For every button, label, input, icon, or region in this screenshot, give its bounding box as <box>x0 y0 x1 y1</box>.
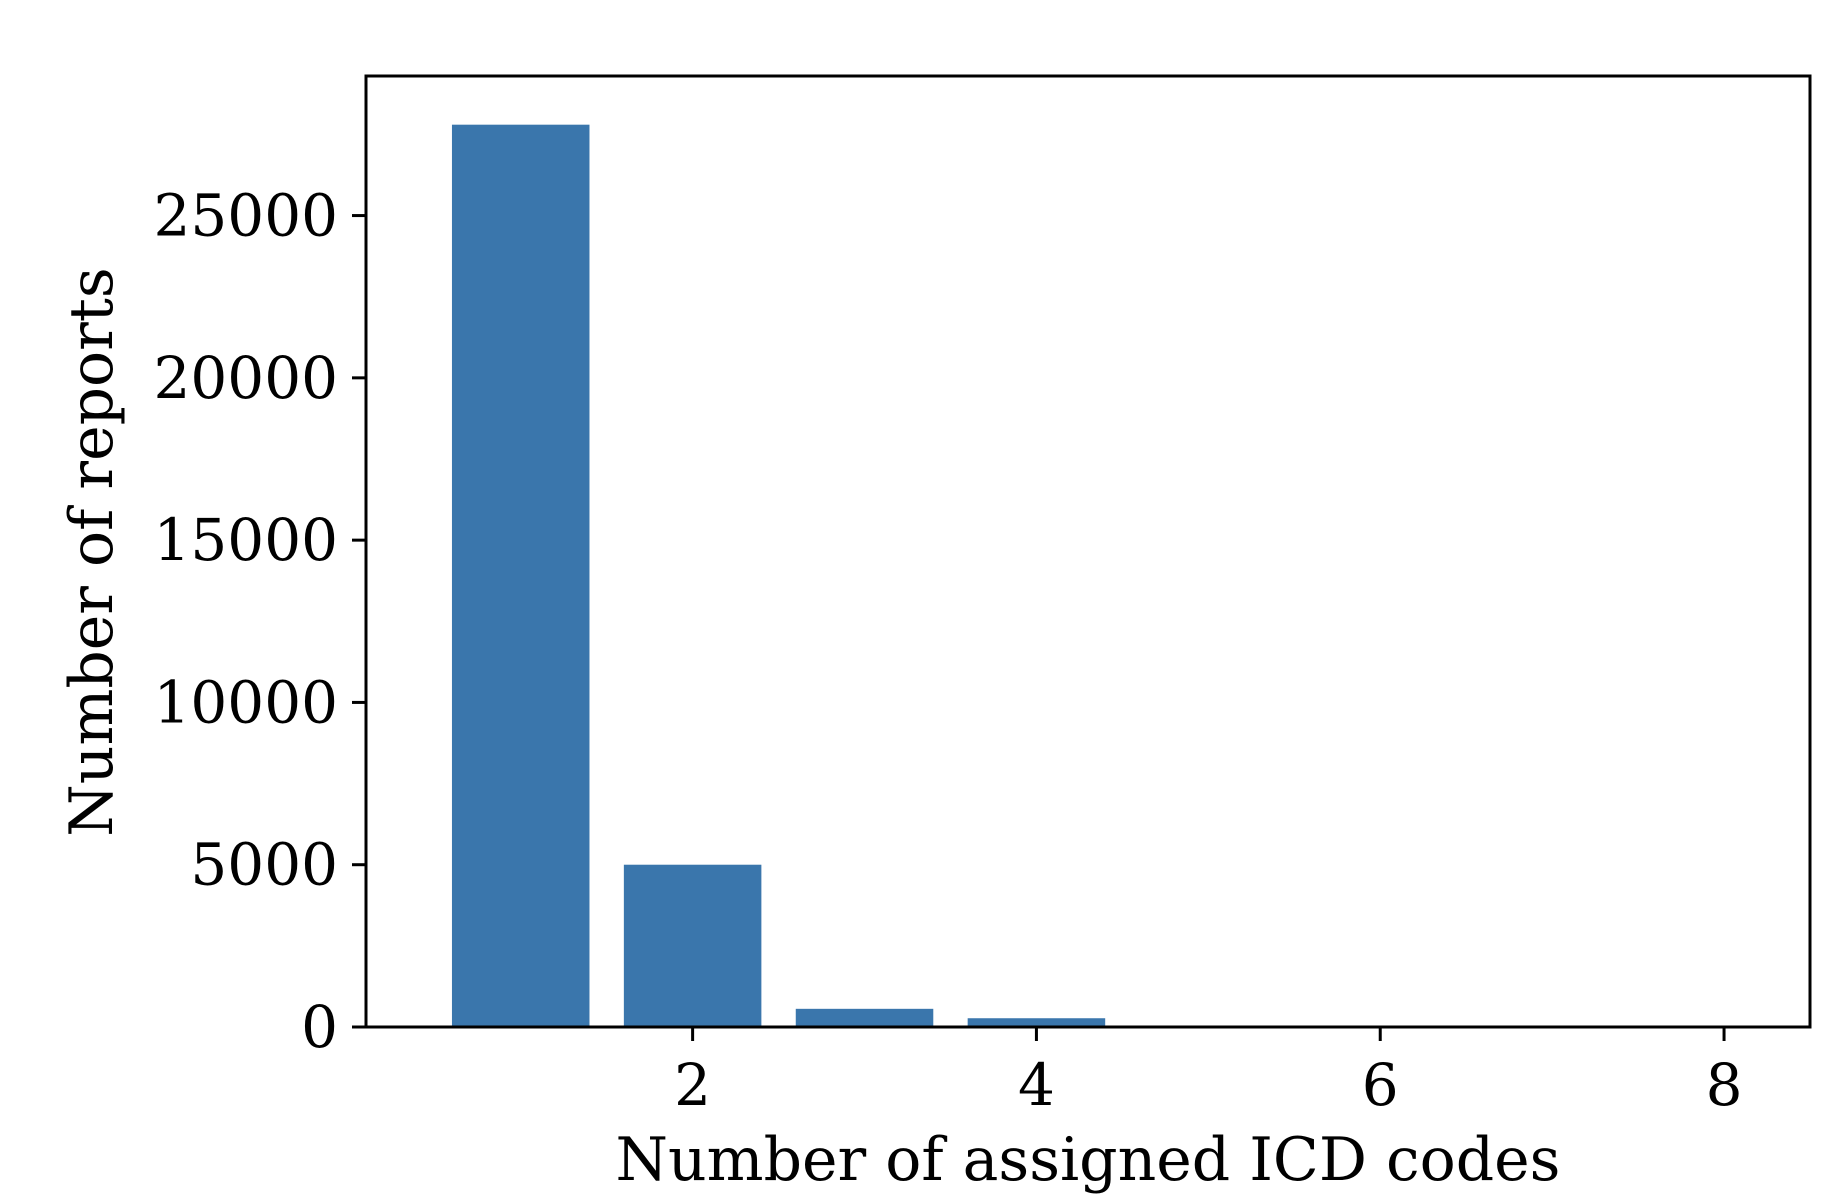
y-tick-label: 0 <box>301 993 338 1061</box>
bar-3 <box>795 1008 934 1027</box>
x-axis-label: Number of assigned ICD codes <box>616 1125 1561 1195</box>
x-axis-ticks: 2 4 6 8 <box>674 1027 1743 1119</box>
y-tick-label: 10000 <box>153 668 338 736</box>
y-axis-label: Number of reports <box>57 267 127 836</box>
x-tick-label: 4 <box>1018 1051 1055 1119</box>
y-tick-label: 15000 <box>153 506 338 574</box>
x-tick-label: 2 <box>674 1051 711 1119</box>
bar-1 <box>451 124 590 1027</box>
bar-2 <box>623 864 762 1027</box>
x-tick-label: 6 <box>1362 1051 1399 1119</box>
y-tick-label: 5000 <box>190 831 338 899</box>
bars-group <box>451 124 1793 1027</box>
y-axis-ticks: 0 5000 10000 15000 20000 25000 <box>153 182 366 1061</box>
y-tick-label: 20000 <box>153 344 338 412</box>
plot-frame <box>364 74 1812 1029</box>
y-tick-label: 25000 <box>153 182 338 250</box>
x-tick-label: 8 <box>1706 1051 1743 1119</box>
bar-4 <box>967 1018 1106 1027</box>
